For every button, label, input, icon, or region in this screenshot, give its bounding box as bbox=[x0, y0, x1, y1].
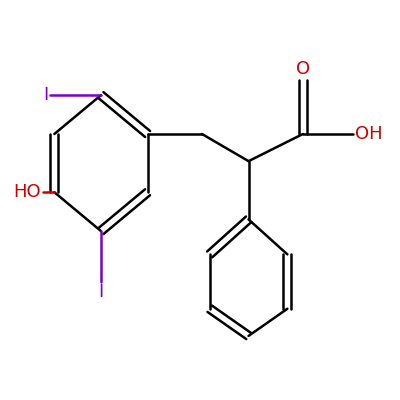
Text: HO: HO bbox=[13, 183, 41, 201]
Text: I: I bbox=[98, 284, 104, 302]
Text: OH: OH bbox=[355, 125, 383, 143]
Text: O: O bbox=[296, 60, 310, 78]
Text: I: I bbox=[43, 86, 48, 104]
